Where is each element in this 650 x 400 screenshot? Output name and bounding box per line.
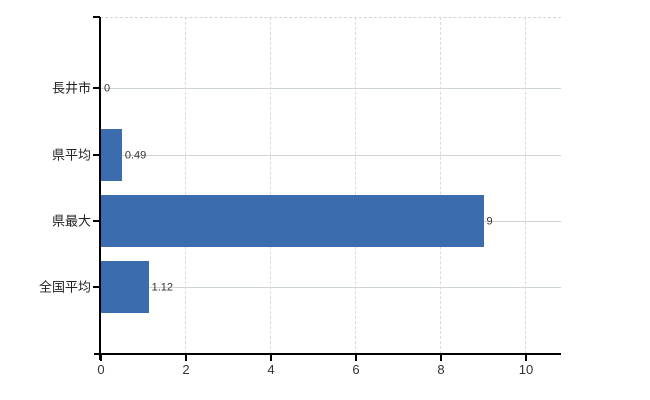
bar-value-label: 0 [104,82,111,95]
category-label: 全国平均 [38,279,91,295]
y-axis-tick [93,220,100,222]
x-axis-tick [355,354,357,361]
y-axis-tick [93,154,100,156]
x-axis-tick [525,354,527,361]
y-axis-tick [93,87,100,89]
v-gridline [525,17,526,354]
category-label: 長井市 [51,80,91,96]
x-axis-tick [185,354,187,361]
v-gridline [270,17,271,354]
bar [101,261,149,313]
bar-value-label: 9 [486,215,493,228]
x-tick-label: 6 [352,362,360,377]
x-tick-label: 2 [182,362,190,377]
x-tick-label: 4 [267,362,275,377]
h-gridline [100,287,561,288]
x-axis-tick [440,354,442,361]
category-label: 県最大 [51,213,91,229]
h-gridline [100,155,561,156]
bar-value-label: 0.49 [124,149,147,162]
x-axis-tick [100,354,102,361]
plot-top-border [100,17,561,18]
bar [101,195,484,247]
x-axis-tick [270,354,272,361]
x-tick-label: 0 [97,362,105,377]
h-gridline [100,88,561,89]
bar-value-label: 1.12 [151,281,174,294]
x-tick-label: 8 [437,362,445,377]
v-gridline [185,17,186,354]
bar [101,129,122,181]
y-axis-tick [93,286,100,288]
x-axis-line [94,353,561,355]
v-gridline [440,17,441,354]
category-label: 県平均 [51,147,91,163]
x-tick-label: 10 [518,362,534,377]
y-axis-top-tick [93,16,100,18]
y-axis-line [99,17,101,360]
v-gridline [355,17,356,354]
